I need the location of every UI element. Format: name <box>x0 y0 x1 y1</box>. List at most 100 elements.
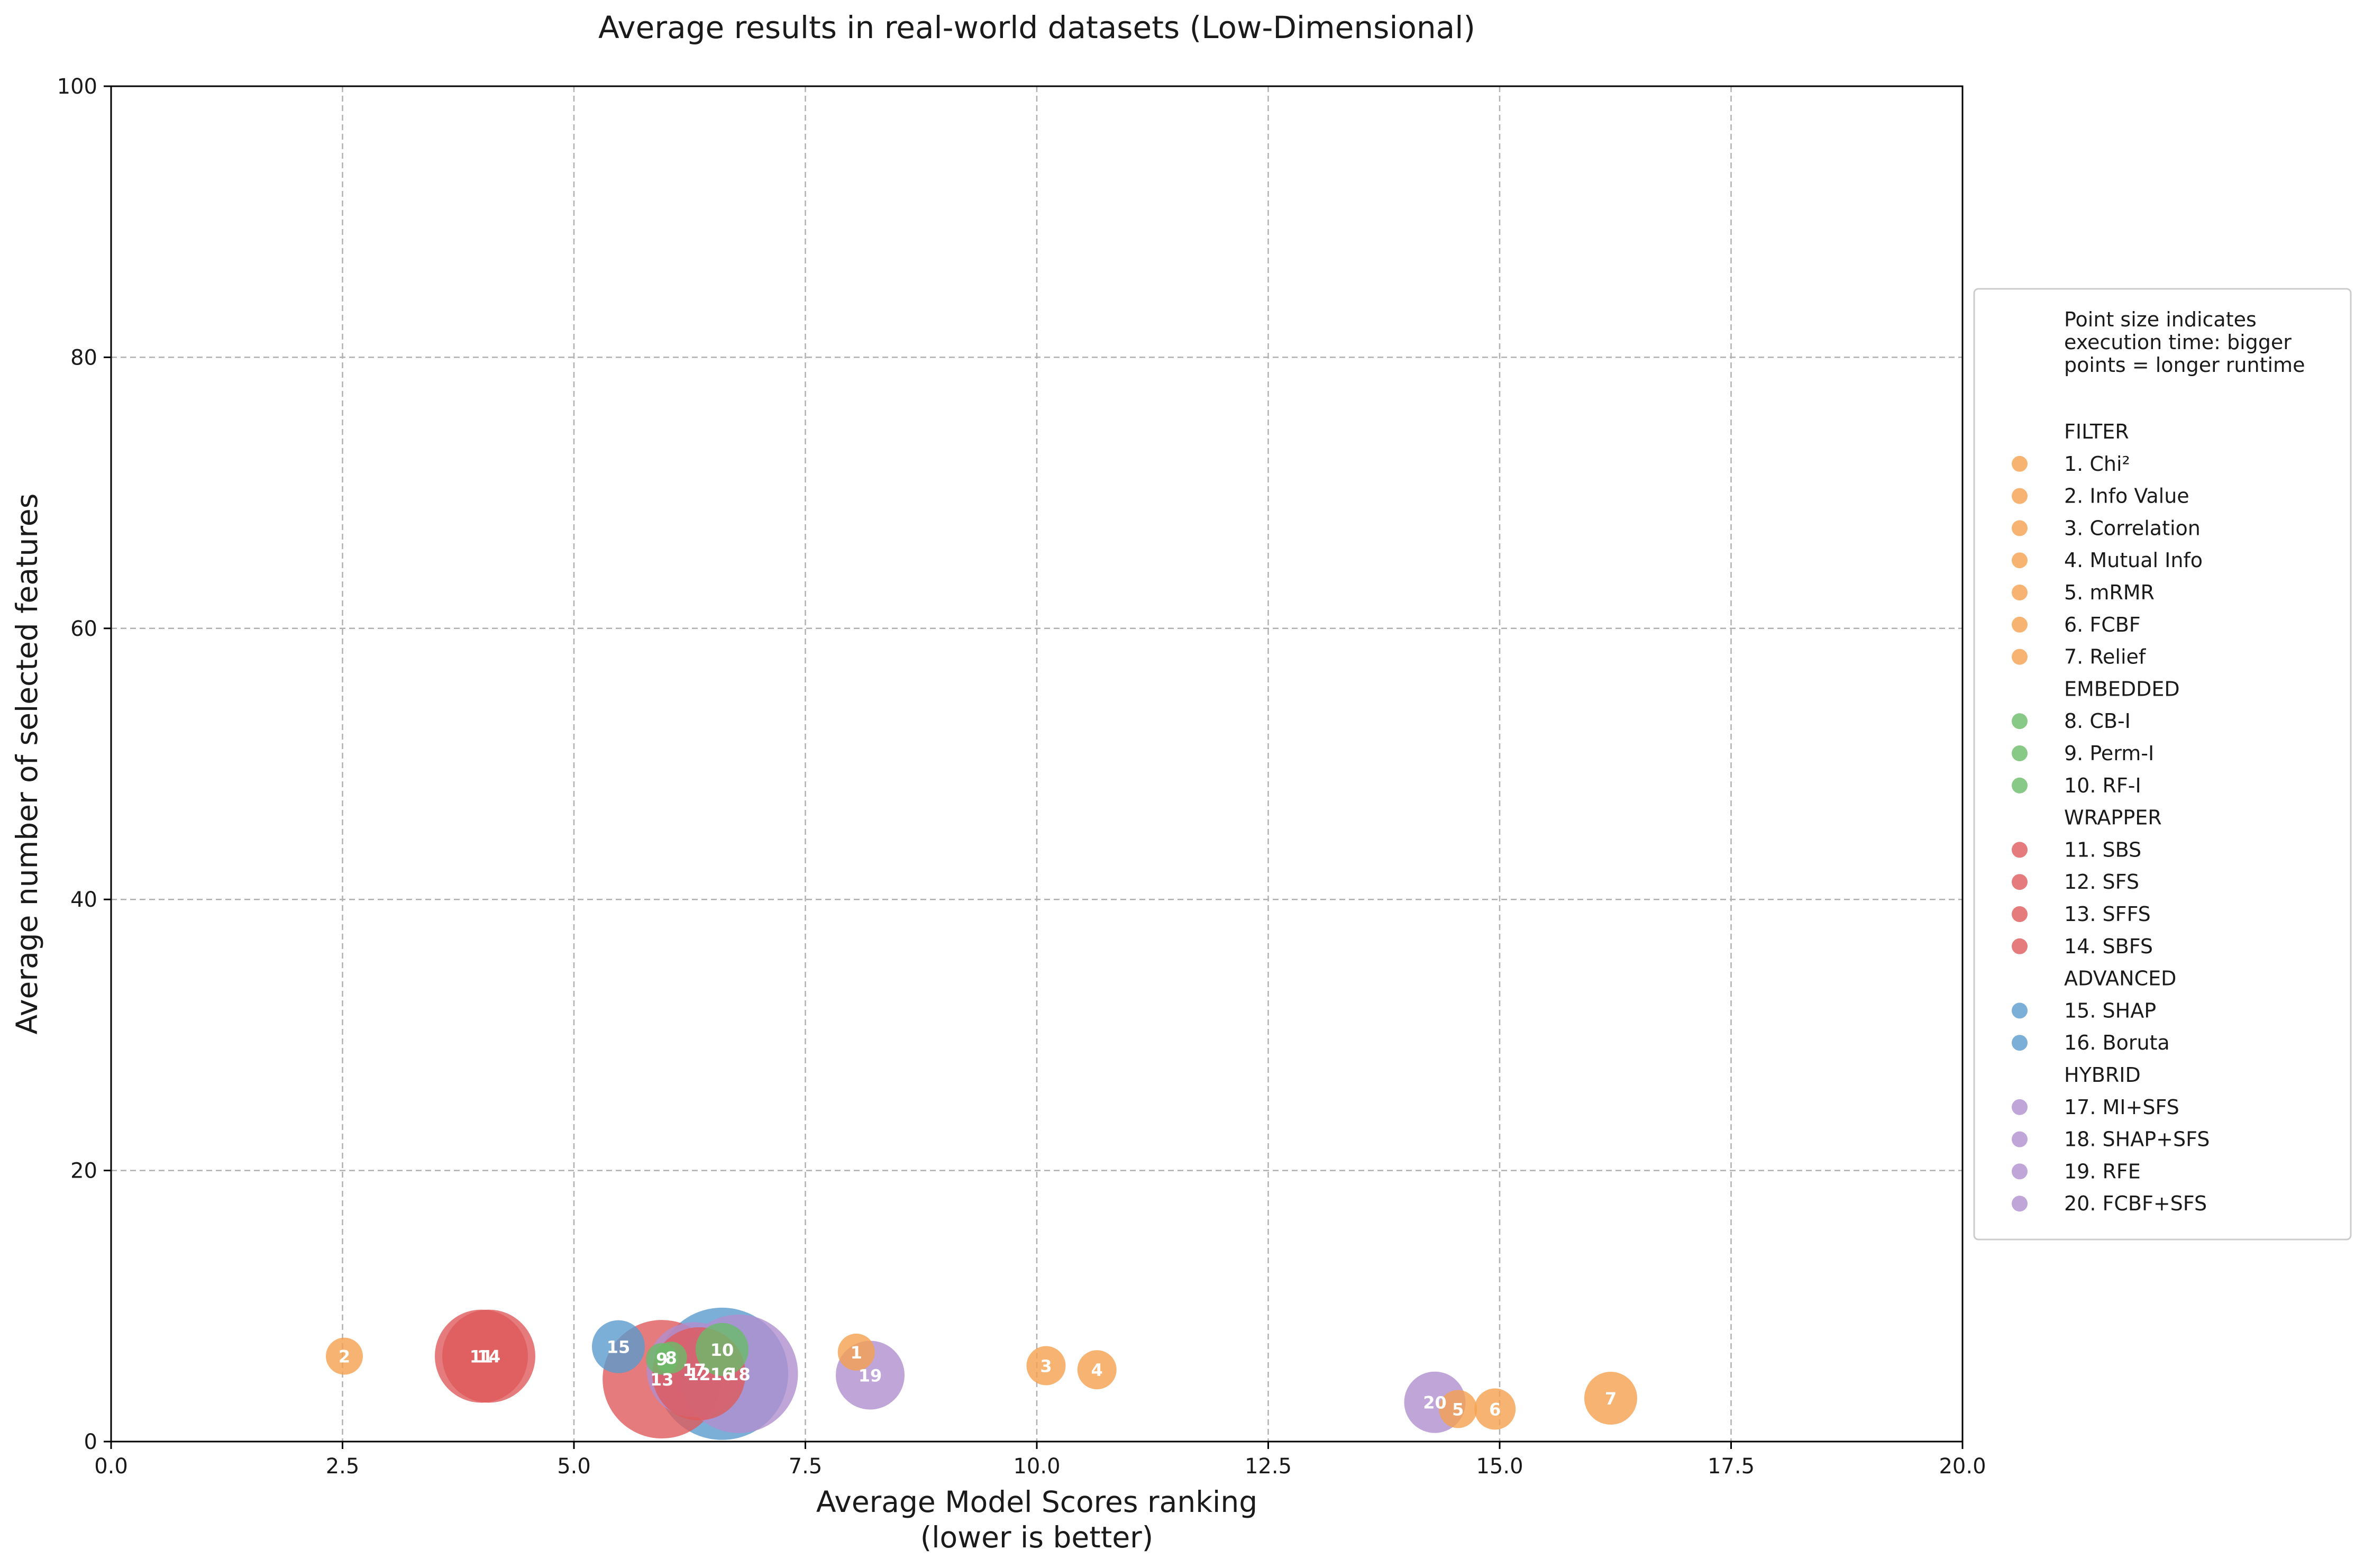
data-point-1 <box>837 1333 875 1371</box>
data-point-4 <box>1077 1350 1117 1390</box>
data-point-7 <box>1584 1372 1637 1425</box>
legend-group-header: FILTER <box>2064 420 2129 443</box>
data-point-14 <box>442 1309 535 1403</box>
data-point-label-20: 20 <box>1423 1393 1447 1413</box>
data-point-label-16: 16 <box>710 1364 734 1384</box>
legend-group-header: WRAPPER <box>2064 806 2162 829</box>
x-tick-label: 15.0 <box>1476 1454 1523 1479</box>
legend-note-line3: points = longer runtime <box>2064 353 2305 377</box>
legend-marker <box>2012 1002 2028 1019</box>
legend-item: 7. Relief <box>2064 645 2147 669</box>
chart-title: Average results in real-world datasets (… <box>598 10 1475 45</box>
x-tick-label: 7.5 <box>789 1454 823 1479</box>
legend-marker <box>2012 1163 2028 1180</box>
data-point-label-8: 8 <box>665 1348 677 1368</box>
legend-marker <box>2012 842 2028 858</box>
data-point-3 <box>1026 1346 1066 1385</box>
legend-marker <box>2012 906 2028 922</box>
legend-item: 5. mRMR <box>2064 581 2155 604</box>
legend-item: 8. CB-I <box>2064 709 2131 733</box>
data-point-label-10: 10 <box>710 1340 734 1360</box>
data-point-15 <box>592 1320 645 1373</box>
data-point-label-15: 15 <box>607 1337 631 1357</box>
x-tick-label: 12.5 <box>1245 1454 1292 1479</box>
data-point-label-14: 14 <box>477 1347 501 1367</box>
legend-item: 12. SFS <box>2064 870 2139 894</box>
legend: Point size indicates execution time: big… <box>1973 288 2352 1241</box>
legend-item: 20. FCBF+SFS <box>2064 1192 2207 1215</box>
legend-marker <box>2012 488 2028 504</box>
legend-item: 6. FCBF <box>2064 613 2141 636</box>
legend-note-line2: execution time: bigger <box>2064 331 2292 354</box>
legend-item: 13. SFFS <box>2064 902 2151 926</box>
legend-marker <box>2012 713 2028 730</box>
x-axis-label-line2: (lower is better) <box>920 1520 1154 1554</box>
legend-item: 16. Boruta <box>2064 1031 2170 1054</box>
x-axis-label-line1: Average Model Scores ranking <box>816 1485 1257 1519</box>
legend-item: 15. SHAP <box>2064 999 2156 1022</box>
data-point-label-4: 4 <box>1091 1360 1103 1380</box>
legend-item: 1. Chi² <box>2064 452 2130 476</box>
legend-item: 2. Info Value <box>2064 485 2189 508</box>
y-axis-label: Average number of selected features <box>10 494 44 1035</box>
x-tick-label: 17.5 <box>1708 1454 1755 1479</box>
legend-item: 19. RFE <box>2064 1160 2141 1183</box>
data-point-label-19: 19 <box>859 1365 882 1385</box>
legend-marker <box>2012 1035 2028 1051</box>
x-tick-label: 20.0 <box>1939 1454 1986 1479</box>
data-point-label-6: 6 <box>1489 1400 1501 1420</box>
data-point-label-7: 7 <box>1605 1389 1617 1409</box>
legend-item: 4. Mutual Info <box>2064 549 2203 572</box>
data-point-label-11: 11 <box>470 1347 494 1367</box>
legend-marker <box>2012 552 2028 569</box>
x-tick-label: 5.0 <box>557 1454 591 1479</box>
legend-marker <box>2012 1131 2028 1147</box>
x-tick-label: 2.5 <box>326 1454 360 1479</box>
data-points <box>326 1307 1637 1440</box>
data-point-label-2: 2 <box>339 1347 350 1367</box>
legend-marker <box>2012 455 2028 472</box>
legend-marker <box>2012 1099 2028 1115</box>
data-point-5 <box>1439 1390 1477 1428</box>
legend-group-header: EMBEDDED <box>2064 677 2180 700</box>
legend-group-header: ADVANCED <box>2064 967 2176 990</box>
axis-ticks: 0.0 2.5 5.0 7.5 10.0 12.5 15.0 17.5 20.0 0 20 40 60 8… <box>57 75 1986 1479</box>
legend-marker <box>2012 649 2028 665</box>
y-tick-label: 100 <box>57 75 97 99</box>
data-point-label-18: 18 <box>727 1364 751 1384</box>
data-point-6 <box>1474 1388 1516 1430</box>
legend-marker <box>2012 938 2028 954</box>
legend-entries: FILTER 1. Chi² 2. Info Value 3. Correlation… <box>2012 420 2210 1215</box>
legend-marker <box>2012 616 2028 633</box>
data-point-2 <box>326 1337 363 1375</box>
data-point-9 <box>646 1343 678 1375</box>
legend-marker <box>2012 1196 2028 1212</box>
legend-item: 11. SBS <box>2064 838 2141 861</box>
data-point-label-17: 17 <box>682 1360 706 1380</box>
data-point-10 <box>696 1323 749 1376</box>
legend-note-line1: Point size indicates <box>2064 308 2257 331</box>
legend-box <box>1973 288 2352 1241</box>
legend-item: 10. RF-I <box>2064 774 2141 797</box>
data-point-label-9: 9 <box>656 1350 668 1370</box>
legend-item: 18. SHAP+SFS <box>2064 1128 2210 1151</box>
y-tick-label: 40 <box>70 888 97 912</box>
data-point-label-5: 5 <box>1452 1400 1464 1420</box>
legend-marker <box>2012 745 2028 761</box>
legend-item: 9. Perm-I <box>2064 742 2154 765</box>
y-tick-label: 20 <box>70 1159 97 1183</box>
legend-item: 17. MI+SFS <box>2064 1096 2179 1119</box>
data-point-label-3: 3 <box>1040 1356 1052 1376</box>
x-tick-label: 10.0 <box>1013 1454 1060 1479</box>
data-point-label-1: 1 <box>851 1343 862 1363</box>
legend-group-header: HYBRID <box>2064 1063 2141 1087</box>
legend-item: 3. Correlation <box>2064 516 2201 540</box>
legend-marker <box>2012 777 2028 794</box>
grid <box>111 86 1963 1442</box>
legend-marker <box>2012 520 2028 536</box>
y-tick-label: 80 <box>70 345 97 370</box>
y-tick-label: 60 <box>70 617 97 641</box>
y-tick-label: 0 <box>84 1430 97 1454</box>
